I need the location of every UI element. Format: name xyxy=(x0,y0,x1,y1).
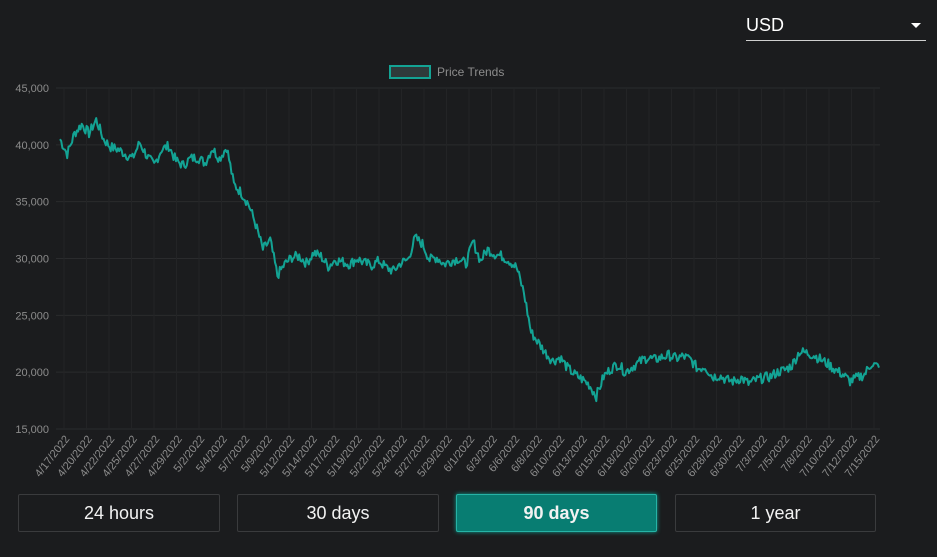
currency-select[interactable]: USD xyxy=(746,6,926,41)
legend-label: Price Trends xyxy=(437,65,504,79)
currency-value: USD xyxy=(746,15,785,35)
legend-swatch xyxy=(389,65,431,79)
series-line-price-trends xyxy=(59,117,880,403)
period-button-24h[interactable]: 24 hours xyxy=(18,494,220,532)
period-button-1y[interactable]: 1 year xyxy=(675,494,876,532)
y-tick-label: 15,000 xyxy=(15,424,49,436)
x-axis: 4/17/20224/20/20224/22/20224/25/20224/27… xyxy=(33,433,883,479)
y-tick-label: 25,000 xyxy=(15,310,49,322)
y-tick-label: 40,000 xyxy=(15,140,49,152)
caret-down-icon xyxy=(911,23,921,28)
y-tick-label: 20,000 xyxy=(15,367,49,379)
price-chart: 45,000 40,000 35,000 30,000 25,000 20,000 15,0… xyxy=(15,65,883,479)
y-tick-label: 30,000 xyxy=(15,254,49,266)
chart-grid xyxy=(56,87,880,430)
y-axis: 45,000 40,000 35,000 30,000 25,000 20,000 15,0… xyxy=(15,83,49,436)
period-button-30d[interactable]: 30 days xyxy=(237,494,439,532)
y-tick-label: 35,000 xyxy=(15,197,49,209)
chart-legend[interactable]: Price Trends xyxy=(389,65,504,79)
y-tick-label: 45,000 xyxy=(15,83,49,95)
period-button-90d[interactable]: 90 days xyxy=(456,494,657,532)
